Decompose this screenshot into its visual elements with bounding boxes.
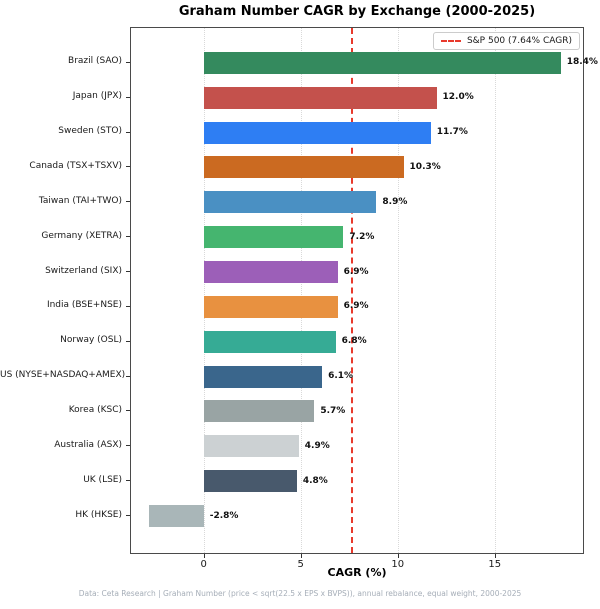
gridline — [300, 28, 302, 553]
y-tick-mark — [126, 445, 130, 447]
bar-value-label: 6.9% — [343, 266, 369, 277]
bar — [203, 51, 561, 74]
bar-value-label: 6.9% — [343, 301, 369, 312]
bar-value-label: 12.0% — [442, 92, 474, 103]
bar-value-label: 11.7% — [436, 127, 468, 138]
y-tick-label: HK (HKSE) — [75, 509, 122, 520]
bar — [149, 505, 204, 528]
y-tick-label: Brazil (SAO) — [68, 56, 122, 67]
y-tick-mark — [126, 305, 130, 307]
gridline — [203, 28, 205, 553]
y-tick-mark — [126, 96, 130, 98]
x-tick-label: 0 — [200, 559, 207, 570]
bar — [203, 261, 338, 284]
y-tick-label: India (BSE+NSE) — [46, 300, 122, 311]
y-tick-label: Korea (KSC) — [68, 404, 122, 415]
y-tick-mark — [126, 375, 130, 377]
y-tick-label: Taiwan (TAI+TWO) — [38, 195, 122, 206]
x-axis-label: CAGR (%) — [327, 566, 387, 579]
y-tick-label: Australia (ASX) — [54, 439, 122, 450]
bar-value-label: 6.8% — [341, 336, 367, 347]
bar — [203, 435, 299, 458]
bar-value-label: 4.9% — [304, 440, 330, 451]
y-tick-label: Sweden (STO) — [58, 126, 122, 137]
bar — [203, 295, 338, 318]
bar — [203, 156, 404, 179]
x-tick-label: 15 — [488, 559, 502, 570]
gridline — [494, 28, 496, 553]
y-tick-mark — [126, 410, 130, 412]
bar — [203, 226, 344, 249]
y-tick-label: Japan (JPX) — [72, 91, 122, 102]
footer-note: Data: Ceta Research | Graham Number (pri… — [78, 589, 522, 598]
y-tick-mark — [126, 131, 130, 133]
y-tick-mark — [126, 480, 130, 482]
y-tick-label: Canada (TSX+TSXV) — [29, 160, 122, 171]
y-tick-mark — [126, 201, 130, 203]
x-tick-mark — [494, 554, 496, 558]
bar — [203, 86, 437, 109]
gridline — [397, 28, 399, 553]
y-tick-mark — [126, 515, 130, 517]
y-tick-mark — [126, 61, 130, 63]
bar-value-label: 8.9% — [382, 196, 408, 207]
y-tick-label: Switzerland (SIX) — [45, 265, 122, 276]
x-tick-label: 5 — [297, 559, 304, 570]
bar-value-label: 6.1% — [328, 371, 354, 382]
bar — [203, 365, 323, 388]
chart-title: Graham Number CAGR by Exchange (2000-202… — [178, 4, 536, 19]
reference-line — [350, 28, 353, 553]
y-tick-label: Norway (OSL) — [60, 335, 122, 346]
bar-value-label: 7.2% — [349, 231, 375, 242]
x-tick-mark — [397, 554, 399, 558]
y-tick-mark — [126, 271, 130, 273]
bar — [203, 400, 315, 423]
bar-value-label: -2.8% — [209, 510, 239, 521]
bar — [203, 191, 377, 214]
y-tick-mark — [126, 340, 130, 342]
bar — [203, 470, 297, 493]
bar — [203, 121, 431, 144]
x-tick-mark — [300, 554, 302, 558]
y-tick-mark — [126, 166, 130, 168]
bar-value-label: 10.3% — [409, 161, 441, 172]
bar-value-label: 5.7% — [320, 405, 346, 416]
y-tick-label: UK (LSE) — [83, 474, 122, 485]
legend-label: S&P 500 (7.64% CAGR) — [466, 36, 572, 46]
plot-area: S&P 500 (7.64% CAGR) 18.4% 12.0% 11.7% 10.3… — [130, 27, 598, 554]
y-tick-mark — [126, 236, 130, 238]
bar — [203, 330, 336, 353]
legend: S&P 500 (7.64% CAGR) — [432, 32, 580, 50]
bar-value-label: 18.4% — [566, 57, 598, 68]
y-tick-label: Germany (XETRA) — [41, 230, 122, 241]
x-tick-label: 10 — [391, 559, 405, 570]
reference-line-legend-swatch — [440, 40, 461, 42]
bar-value-label: 4.8% — [302, 475, 328, 486]
x-tick-mark — [203, 554, 205, 558]
y-tick-label: US (NYSE+NASDAQ+AMEX) — [0, 370, 126, 381]
